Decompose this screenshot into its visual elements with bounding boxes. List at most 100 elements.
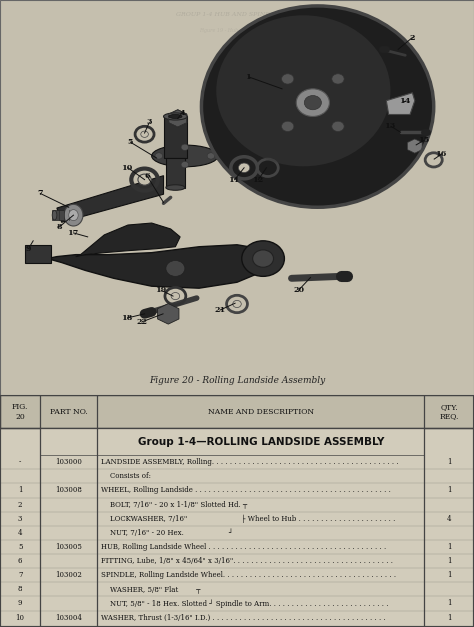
Polygon shape [386, 93, 415, 115]
Text: NUT, 5/8" - 18 Hex. Slotted ┘ Spindle to Arm. . . . . . . . . . . . . . . . . . : NUT, 5/8" - 18 Hex. Slotted ┘ Spindle to… [101, 599, 389, 608]
Text: 6: 6 [18, 557, 22, 565]
Text: 103005: 103005 [55, 543, 82, 551]
Polygon shape [76, 223, 180, 256]
Polygon shape [157, 303, 179, 324]
Text: 14: 14 [400, 97, 411, 105]
Polygon shape [52, 211, 66, 220]
Polygon shape [164, 117, 187, 158]
Circle shape [332, 74, 344, 84]
Text: 1: 1 [447, 599, 451, 608]
Text: 13: 13 [385, 122, 397, 130]
Text: 10: 10 [16, 614, 25, 621]
Text: FITTING, Lube, 1/8" x 45/64" x 3/16". . . . . . . . . . . . . . . . . . . . . . : FITTING, Lube, 1/8" x 45/64" x 3/16". . … [101, 557, 393, 565]
Text: 9: 9 [18, 599, 22, 608]
Text: 4: 4 [447, 515, 451, 523]
Circle shape [282, 121, 294, 132]
Text: 2: 2 [410, 33, 415, 41]
Text: NUT, 7/16" - 20 Hex.                    ┘: NUT, 7/16" - 20 Hex. ┘ [101, 529, 233, 537]
Text: 9: 9 [26, 245, 31, 253]
Text: 103004: 103004 [55, 614, 82, 621]
Text: 4: 4 [18, 529, 22, 537]
Text: 3: 3 [18, 515, 22, 523]
Text: -: - [19, 458, 21, 466]
Circle shape [233, 300, 241, 307]
Text: 15: 15 [419, 136, 430, 144]
Text: PART NO.: PART NO. [50, 408, 88, 416]
Bar [0, 395, 474, 428]
Text: 22: 22 [137, 318, 148, 326]
Text: 5: 5 [128, 138, 133, 146]
Text: 18: 18 [122, 314, 134, 322]
Text: 11: 11 [229, 176, 240, 184]
Circle shape [304, 95, 321, 110]
Text: 10: 10 [122, 164, 134, 172]
Circle shape [242, 241, 284, 277]
Ellipse shape [216, 15, 391, 166]
Circle shape [166, 261, 185, 277]
Text: SPINDLE, Rolling Landside Wheel. . . . . . . . . . . . . . . . . . . . . . . . .: SPINDLE, Rolling Landside Wheel. . . . .… [101, 571, 396, 579]
Ellipse shape [52, 211, 57, 220]
Text: LANDSIDE ASSEMBLY, Rolling. . . . . . . . . . . . . . . . . . . . . . . . . . . : LANDSIDE ASSEMBLY, Rolling. . . . . . . … [101, 458, 399, 466]
Ellipse shape [164, 113, 187, 120]
Text: 21: 21 [215, 306, 226, 314]
Circle shape [332, 121, 344, 132]
Polygon shape [407, 139, 422, 153]
Text: 16: 16 [436, 150, 447, 158]
Text: WHEEL, Rolling Landside . . . . . . . . . . . . . . . . . . . . . . . . . . . . : WHEEL, Rolling Landside . . . . . . . . … [101, 487, 391, 495]
Ellipse shape [169, 115, 182, 119]
Text: 8: 8 [18, 586, 22, 593]
Ellipse shape [64, 204, 83, 226]
Ellipse shape [201, 6, 434, 208]
Text: 7: 7 [37, 189, 43, 198]
Polygon shape [166, 158, 185, 187]
Polygon shape [57, 176, 164, 222]
Text: FIG.
20: FIG. 20 [12, 403, 28, 421]
Text: HUB, Rolling Landside Wheel . . . . . . . . . . . . . . . . . . . . . . . . . . : HUB, Rolling Landside Wheel . . . . . . … [101, 543, 386, 551]
Ellipse shape [152, 145, 218, 167]
Circle shape [253, 250, 273, 267]
Text: 4: 4 [180, 108, 185, 117]
Text: 8: 8 [56, 223, 62, 231]
Text: 1: 1 [447, 487, 451, 495]
Text: WASHER, Thrust (1-3/16" I.D.) . . . . . . . . . . . . . . . . . . . . . . . . . : WASHER, Thrust (1-3/16" I.D.) . . . . . … [101, 614, 386, 621]
Text: QTY.
REQ.: QTY. REQ. [439, 403, 459, 421]
Text: 103008: 103008 [55, 487, 82, 495]
Text: 1: 1 [18, 487, 22, 495]
Text: 6: 6 [144, 172, 150, 180]
Text: LOCKWASHER, 7/16"                        ├ Wheel to Hub . . . . . . . . . . . . : LOCKWASHER, 7/16" ├ Wheel to Hub . . . .… [101, 515, 395, 523]
Text: Consists of:: Consists of: [101, 472, 151, 480]
Text: 12: 12 [253, 176, 264, 184]
Text: NAME AND DESCRIPTION: NAME AND DESCRIPTION [208, 408, 314, 416]
Circle shape [296, 89, 329, 117]
Text: BOLT, 7/16" - 20 x 1-1/8" Slotted Hd. ┬: BOLT, 7/16" - 20 x 1-1/8" Slotted Hd. ┬ [101, 500, 247, 508]
Text: GROUP 1-4 HUB AND SPINDLE ASSEMBLY: GROUP 1-4 HUB AND SPINDLE ASSEMBLY [176, 12, 317, 17]
Text: 7: 7 [18, 571, 22, 579]
Bar [40, 428, 424, 455]
Circle shape [155, 153, 163, 159]
Circle shape [138, 174, 151, 185]
Text: 103000: 103000 [55, 458, 82, 466]
Circle shape [181, 144, 189, 150]
Text: 3: 3 [146, 119, 152, 127]
Text: 1: 1 [447, 557, 451, 565]
Text: Figure 19 - Hub and Spindle Assembly: Figure 19 - Hub and Spindle Assembly [199, 28, 294, 33]
Ellipse shape [166, 185, 185, 190]
Text: 1: 1 [447, 614, 451, 621]
Text: Figure 20 - Rolling Landside Assembly: Figure 20 - Rolling Landside Assembly [149, 376, 325, 385]
Ellipse shape [69, 209, 78, 221]
Text: WASHER, 5/8" Flat        ┬: WASHER, 5/8" Flat ┬ [101, 586, 201, 593]
Text: 17: 17 [68, 229, 79, 237]
Text: Group 1-4—ROLLING LANDSIDE ASSEMBLY: Group 1-4—ROLLING LANDSIDE ASSEMBLY [137, 437, 384, 447]
Circle shape [207, 153, 215, 159]
Text: 1: 1 [246, 73, 252, 81]
Circle shape [282, 74, 294, 84]
Polygon shape [47, 245, 270, 288]
Text: 1: 1 [447, 458, 451, 466]
Circle shape [238, 163, 250, 172]
Circle shape [181, 162, 189, 168]
Text: 103002: 103002 [55, 571, 82, 579]
FancyBboxPatch shape [25, 245, 51, 263]
Text: 1: 1 [447, 543, 451, 551]
Circle shape [141, 131, 148, 137]
Circle shape [171, 293, 180, 300]
